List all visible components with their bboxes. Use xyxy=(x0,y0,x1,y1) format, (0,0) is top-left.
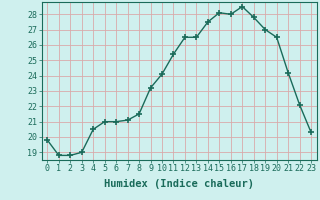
X-axis label: Humidex (Indice chaleur): Humidex (Indice chaleur) xyxy=(104,179,254,189)
